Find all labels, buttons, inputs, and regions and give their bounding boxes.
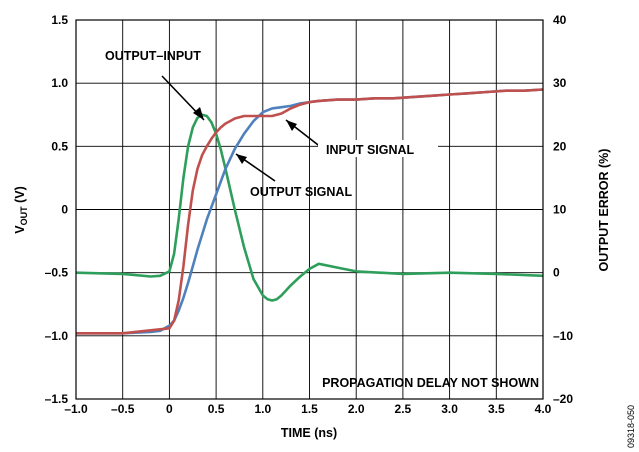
y-tick-label: 1.0 xyxy=(51,76,68,90)
y-axis-title-left: VOUT (V) xyxy=(13,186,29,233)
x-tick-labels: –1.0 –0.5 0 0.5 1.0 1.5 2.0 2.5 3.0 3.5 4.0 xyxy=(64,402,551,416)
y-axis-title-right: OUTPUT ERROR (%) xyxy=(597,149,611,272)
annotation-output-signal: OUTPUT SIGNAL xyxy=(250,185,352,199)
x-axis-title: TIME (ns) xyxy=(281,426,337,440)
y2-tick-label: 10 xyxy=(553,203,567,217)
x-tick-label: 2.0 xyxy=(348,402,365,416)
x-tick-label: 3.5 xyxy=(488,402,505,416)
series-line-input-signal xyxy=(76,88,543,335)
y-tick-label: 1.5 xyxy=(51,13,68,27)
arrow-head-output-input xyxy=(193,107,204,120)
annotation-output-input: OUTPUT–INPUT xyxy=(105,49,201,63)
x-tick-label: 0.5 xyxy=(208,402,225,416)
y2-tick-label: 0 xyxy=(553,266,560,280)
figure-id: 09318-050 xyxy=(626,405,636,448)
y2-tick-labels: –20 –10 0 10 20 30 40 xyxy=(553,13,573,406)
x-tick-label: 1.0 xyxy=(254,402,271,416)
arrow-head-output-signal xyxy=(236,154,247,164)
y-tick-label: –0.5 xyxy=(45,266,69,280)
x-tick-label: 0 xyxy=(166,402,173,416)
y-tick-labels: –1.5 –1.0 –0.5 0 0.5 1.0 1.5 xyxy=(45,13,69,406)
series-group xyxy=(76,88,543,335)
y2-tick-label: –10 xyxy=(553,329,573,343)
y2-tick-label: 30 xyxy=(553,76,567,90)
annotation-arrows xyxy=(161,75,323,182)
y2-tick-label: –20 xyxy=(553,392,573,406)
x-tick-label: –1.0 xyxy=(64,402,88,416)
input-signal-label-bg xyxy=(318,140,438,157)
y-tick-label: –1.0 xyxy=(45,329,69,343)
y2-tick-label: 40 xyxy=(553,13,567,27)
y-tick-label: 0 xyxy=(61,203,68,217)
x-tick-label: 1.5 xyxy=(301,402,318,416)
x-tick-label: –0.5 xyxy=(111,402,135,416)
annotation-propagation-delay: PROPAGATION DELAY NOT SHOWN xyxy=(322,376,539,390)
y-tick-label: 0.5 xyxy=(51,139,68,153)
y2-tick-label: 20 xyxy=(553,139,567,153)
y-tick-label: –1.5 xyxy=(45,392,69,406)
annotation-input-signal: INPUT SIGNAL xyxy=(326,143,415,157)
x-tick-label: 3.0 xyxy=(441,402,458,416)
series-line-output-input xyxy=(76,113,543,302)
x-tick-label: 2.5 xyxy=(395,402,412,416)
plot-frame xyxy=(75,19,544,400)
arrow-head-input-signal xyxy=(286,120,297,131)
x-tick-label: 4.0 xyxy=(535,402,552,416)
